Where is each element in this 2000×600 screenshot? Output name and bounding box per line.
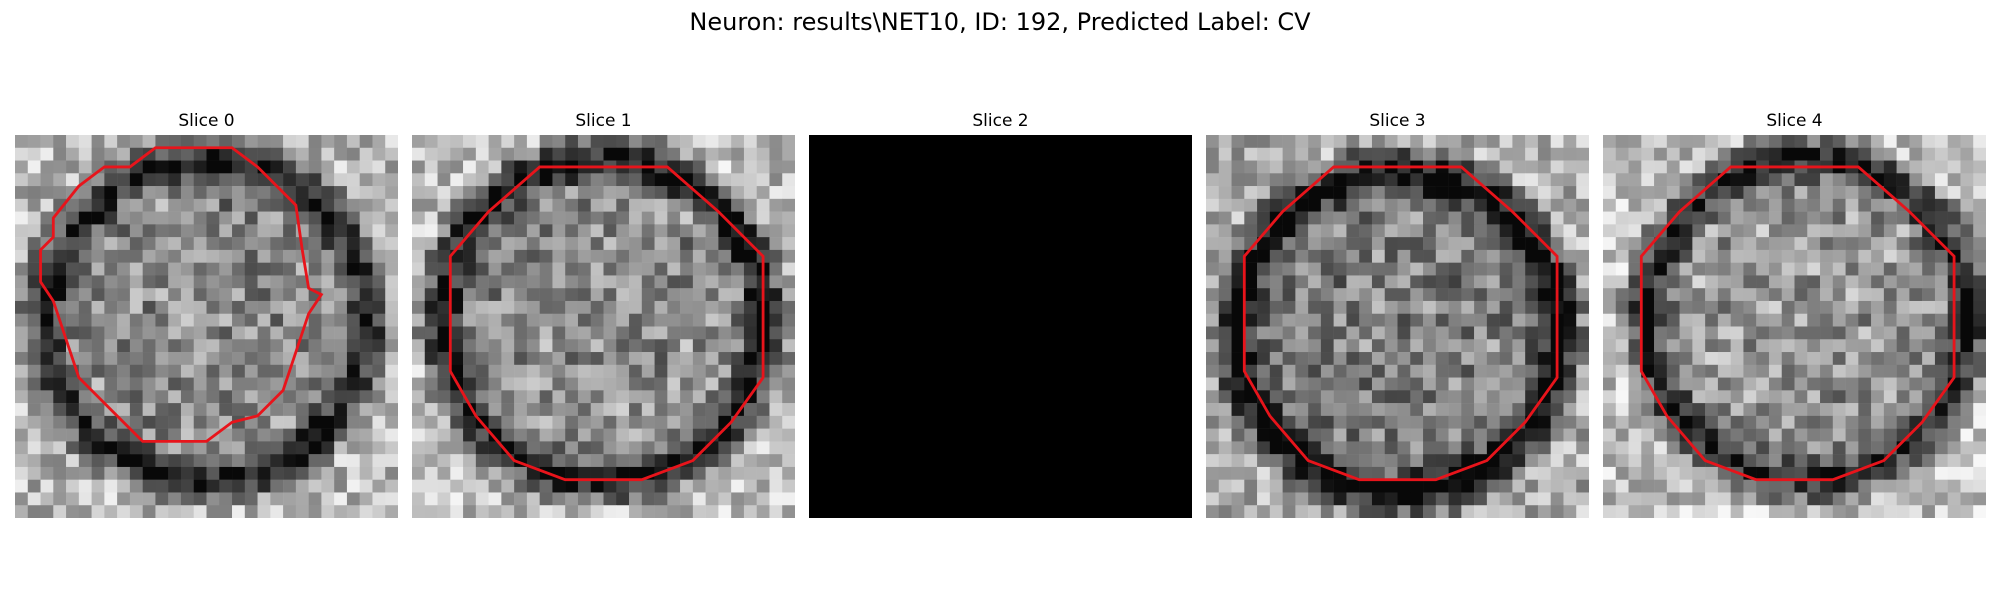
slice-image (809, 135, 1192, 518)
slice-image (1206, 135, 1589, 518)
microscopy-image (412, 135, 795, 518)
slice-image (412, 135, 795, 518)
slice-panel-3: Slice 3 (1206, 110, 1589, 518)
pixel-grid (15, 135, 398, 518)
segmentation-contour (448, 165, 765, 482)
slice-title: Slice 4 (1766, 111, 1823, 131)
pixel-grid (1206, 135, 1589, 518)
slice-panel-2: Slice 2 (809, 110, 1192, 518)
slice-panel-1: Slice 1 (412, 110, 795, 518)
microscopy-image (1206, 135, 1589, 518)
slice-title: Slice 1 (575, 111, 632, 131)
slice-image (1603, 135, 1986, 518)
microscopy-image (1603, 135, 1986, 518)
pixel-grid (412, 135, 795, 518)
slice-title: Slice 2 (972, 111, 1029, 131)
slice-image (15, 135, 398, 518)
slice-panel-4: Slice 4 (1603, 110, 1986, 518)
blank-image (809, 135, 1192, 518)
microscopy-image (15, 135, 398, 518)
segmentation-contour (1639, 165, 1956, 482)
slice-title: Slice 3 (1369, 111, 1426, 131)
slice-panel-0: Slice 0 (15, 110, 398, 518)
blank-fill (809, 135, 1192, 518)
segmentation-contour (39, 146, 324, 443)
slice-title: Slice 0 (178, 111, 235, 131)
pixel-grid (1603, 135, 1986, 518)
segmentation-contour (1242, 165, 1559, 482)
figure-title: Neuron: results\NET10, ID: 192, Predicte… (689, 8, 1311, 36)
